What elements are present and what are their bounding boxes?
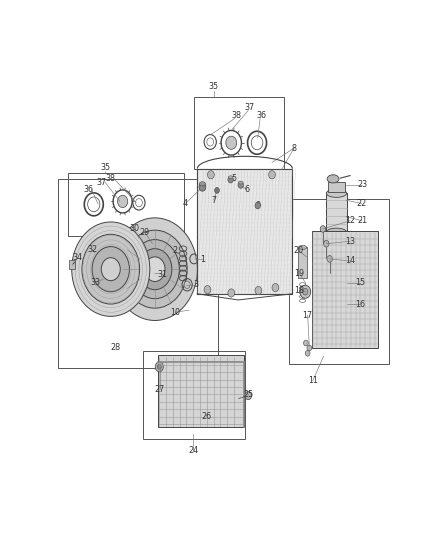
Circle shape [208,171,214,179]
Text: 2: 2 [173,246,178,255]
Ellipse shape [199,182,205,186]
Circle shape [215,188,219,193]
Circle shape [113,218,197,320]
Text: 12: 12 [345,216,355,225]
Circle shape [145,257,165,281]
Circle shape [155,362,163,372]
Text: 25: 25 [243,390,253,399]
Text: 35: 35 [208,82,219,91]
Text: 30: 30 [129,224,139,233]
Circle shape [324,240,329,247]
Text: 35: 35 [100,163,110,172]
Text: 7: 7 [211,196,216,205]
Circle shape [320,225,325,232]
Circle shape [255,286,262,295]
Text: 18: 18 [294,286,304,295]
Circle shape [307,345,312,351]
Ellipse shape [228,176,233,179]
Text: 28: 28 [110,343,120,352]
Bar [69,260,75,269]
Bar [68,173,184,236]
Polygon shape [197,168,293,294]
Ellipse shape [326,189,346,197]
Text: 33: 33 [91,278,100,287]
Text: 6: 6 [244,185,249,194]
Bar [298,247,307,278]
Text: 17: 17 [303,311,313,320]
Text: 36: 36 [83,184,93,193]
Text: 37: 37 [245,102,255,111]
Circle shape [327,256,332,262]
Circle shape [204,286,211,294]
Circle shape [226,136,237,149]
Text: 21: 21 [357,216,367,225]
Text: 3: 3 [193,280,198,289]
Bar [289,199,389,364]
Circle shape [228,176,233,183]
Text: 32: 32 [87,245,97,254]
Circle shape [131,240,179,298]
Text: 10: 10 [170,308,180,317]
Text: 29: 29 [140,228,150,237]
Circle shape [303,288,308,295]
Text: 22: 22 [357,199,367,208]
Circle shape [305,350,310,356]
Text: 34: 34 [73,253,83,262]
Text: 9: 9 [256,201,261,210]
Ellipse shape [326,228,346,236]
Text: 24: 24 [188,446,198,455]
Text: 31: 31 [158,270,168,279]
Text: 37: 37 [96,177,107,187]
Text: 36: 36 [257,111,267,120]
Text: 27: 27 [155,384,165,393]
Bar [158,355,244,427]
Circle shape [300,285,311,298]
Circle shape [123,230,187,308]
Bar [328,182,345,192]
Ellipse shape [238,181,243,184]
Text: 16: 16 [355,300,365,309]
Circle shape [255,202,261,209]
Circle shape [268,171,276,179]
Ellipse shape [298,245,307,249]
Text: 1: 1 [200,255,205,264]
Circle shape [157,365,161,369]
Bar [312,231,378,348]
Circle shape [72,222,150,317]
Circle shape [82,235,140,304]
Text: 8: 8 [292,143,297,152]
Text: 5: 5 [231,174,237,183]
Circle shape [245,391,251,400]
Text: 23: 23 [357,180,367,189]
Text: 38: 38 [106,174,116,183]
Circle shape [92,247,130,292]
Circle shape [184,281,190,288]
Circle shape [228,289,235,297]
Text: 11: 11 [308,376,318,385]
Text: 14: 14 [345,256,355,265]
Ellipse shape [327,175,339,183]
Text: 26: 26 [202,411,212,421]
Circle shape [272,284,279,292]
Circle shape [138,248,172,289]
Bar [58,179,218,368]
Text: 15: 15 [355,278,365,287]
Circle shape [238,182,244,188]
Circle shape [101,257,120,281]
Circle shape [117,195,128,207]
Bar [194,97,284,168]
Circle shape [199,183,206,191]
Text: 4: 4 [183,199,188,208]
Text: 13: 13 [345,237,355,246]
Text: 19: 19 [294,269,304,278]
Bar [143,351,245,440]
Circle shape [304,340,308,346]
Text: 38: 38 [231,111,241,120]
Bar [326,193,346,232]
Text: 20: 20 [293,246,304,255]
